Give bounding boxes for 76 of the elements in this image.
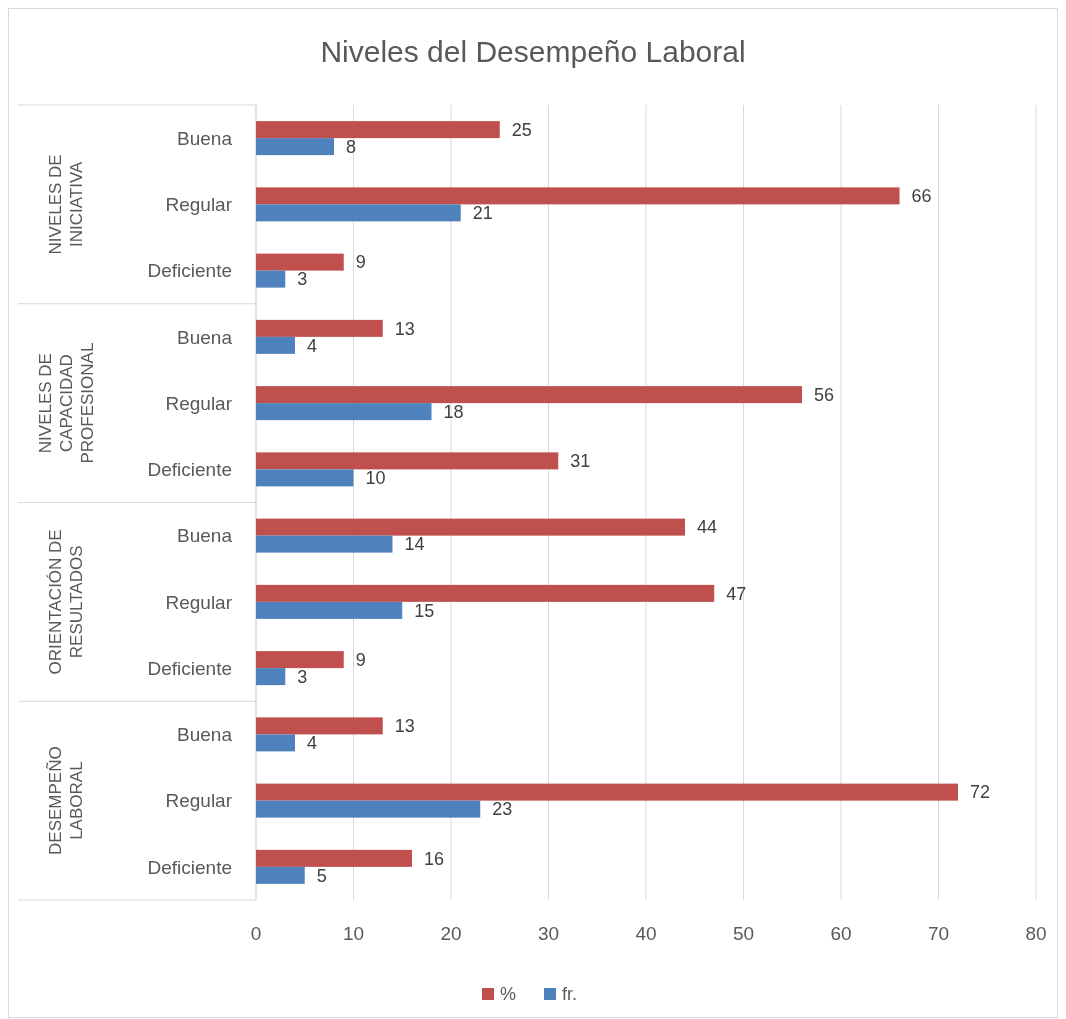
x-tick-label: 40 [635, 923, 657, 944]
y-tick-label: Regular [165, 790, 233, 812]
chart-title: Niveles del Desempeño Laboral [320, 35, 746, 68]
text: DESEMPEÑO LABORAL [46, 746, 87, 855]
x-tick-label: 10 [342, 923, 365, 944]
data-label: 18 [443, 401, 464, 422]
bar [256, 452, 559, 470]
data-label: 8 [346, 136, 357, 157]
bar [256, 469, 354, 487]
bar [256, 138, 334, 156]
data-label: 3 [297, 269, 308, 290]
data-label: 47 [726, 583, 747, 604]
bar [256, 866, 305, 884]
x-tick-label: 20 [440, 923, 462, 944]
data-label: 10 [365, 468, 386, 489]
data-label: 13 [394, 716, 415, 737]
data-label: 56 [814, 384, 835, 405]
y-tick-label: Regular [165, 591, 233, 613]
data-label: 4 [307, 335, 318, 356]
bar [256, 121, 500, 139]
y-tick-label: Buena [177, 127, 233, 149]
bar [256, 601, 403, 619]
y-tick-label: Deficiente [147, 459, 232, 481]
y-tick-label: Buena [177, 724, 233, 746]
x-tick-label: 0 [250, 923, 262, 944]
data-label: 15 [414, 600, 435, 621]
bar [256, 651, 344, 669]
bar [256, 518, 685, 536]
data-label: 72 [970, 782, 991, 803]
y-tick-label: Buena [177, 525, 233, 547]
y-tick-label: Deficiente [147, 657, 232, 679]
bar [256, 253, 344, 271]
data-label: 66 [911, 186, 932, 207]
bar [256, 336, 295, 354]
data-label: 3 [297, 666, 308, 687]
y-tick-label: Buena [177, 326, 233, 348]
y-tick-label: Regular [165, 194, 233, 216]
bar [256, 849, 412, 867]
bar [256, 386, 802, 404]
bar [256, 584, 715, 602]
x-tick-label: 60 [830, 923, 852, 944]
bar [256, 535, 393, 553]
legend-label: fr. [562, 984, 578, 1005]
data-label: 4 [307, 733, 318, 754]
bar [256, 800, 481, 818]
text: NIVELES DE INICIATIVA [46, 154, 87, 255]
legend-label: % [500, 984, 517, 1005]
bar [256, 734, 295, 752]
x-tick-label: 70 [927, 923, 950, 944]
data-label: 44 [697, 517, 718, 538]
text: ORIENTACIÓN DE RESULTADOS [46, 529, 87, 675]
y-tick-label: Deficiente [147, 856, 232, 878]
data-label: 21 [472, 203, 493, 224]
bar [256, 187, 900, 205]
bar [256, 319, 383, 337]
data-label: 31 [570, 451, 591, 472]
bar [256, 403, 432, 421]
x-tick-label: 80 [1025, 923, 1047, 944]
data-label: 16 [424, 848, 445, 869]
bar [256, 204, 461, 222]
data-label: 25 [511, 119, 532, 140]
bar [256, 270, 286, 288]
text: NIVELES DE CAPACIDAD PROFESIONAL [35, 342, 97, 464]
data-label: 13 [394, 318, 415, 339]
bar [256, 717, 383, 735]
bar [256, 668, 286, 686]
data-label: 9 [355, 252, 366, 273]
x-tick-label: 30 [537, 923, 560, 944]
y-tick-label: Deficiente [147, 260, 232, 282]
x-tick-label: 50 [732, 923, 755, 944]
y-tick-label: Regular [165, 392, 233, 414]
data-label: 5 [316, 865, 327, 886]
data-label: 23 [492, 799, 513, 820]
data-label: 9 [355, 649, 366, 670]
bar [256, 783, 958, 801]
data-label: 14 [404, 534, 425, 555]
